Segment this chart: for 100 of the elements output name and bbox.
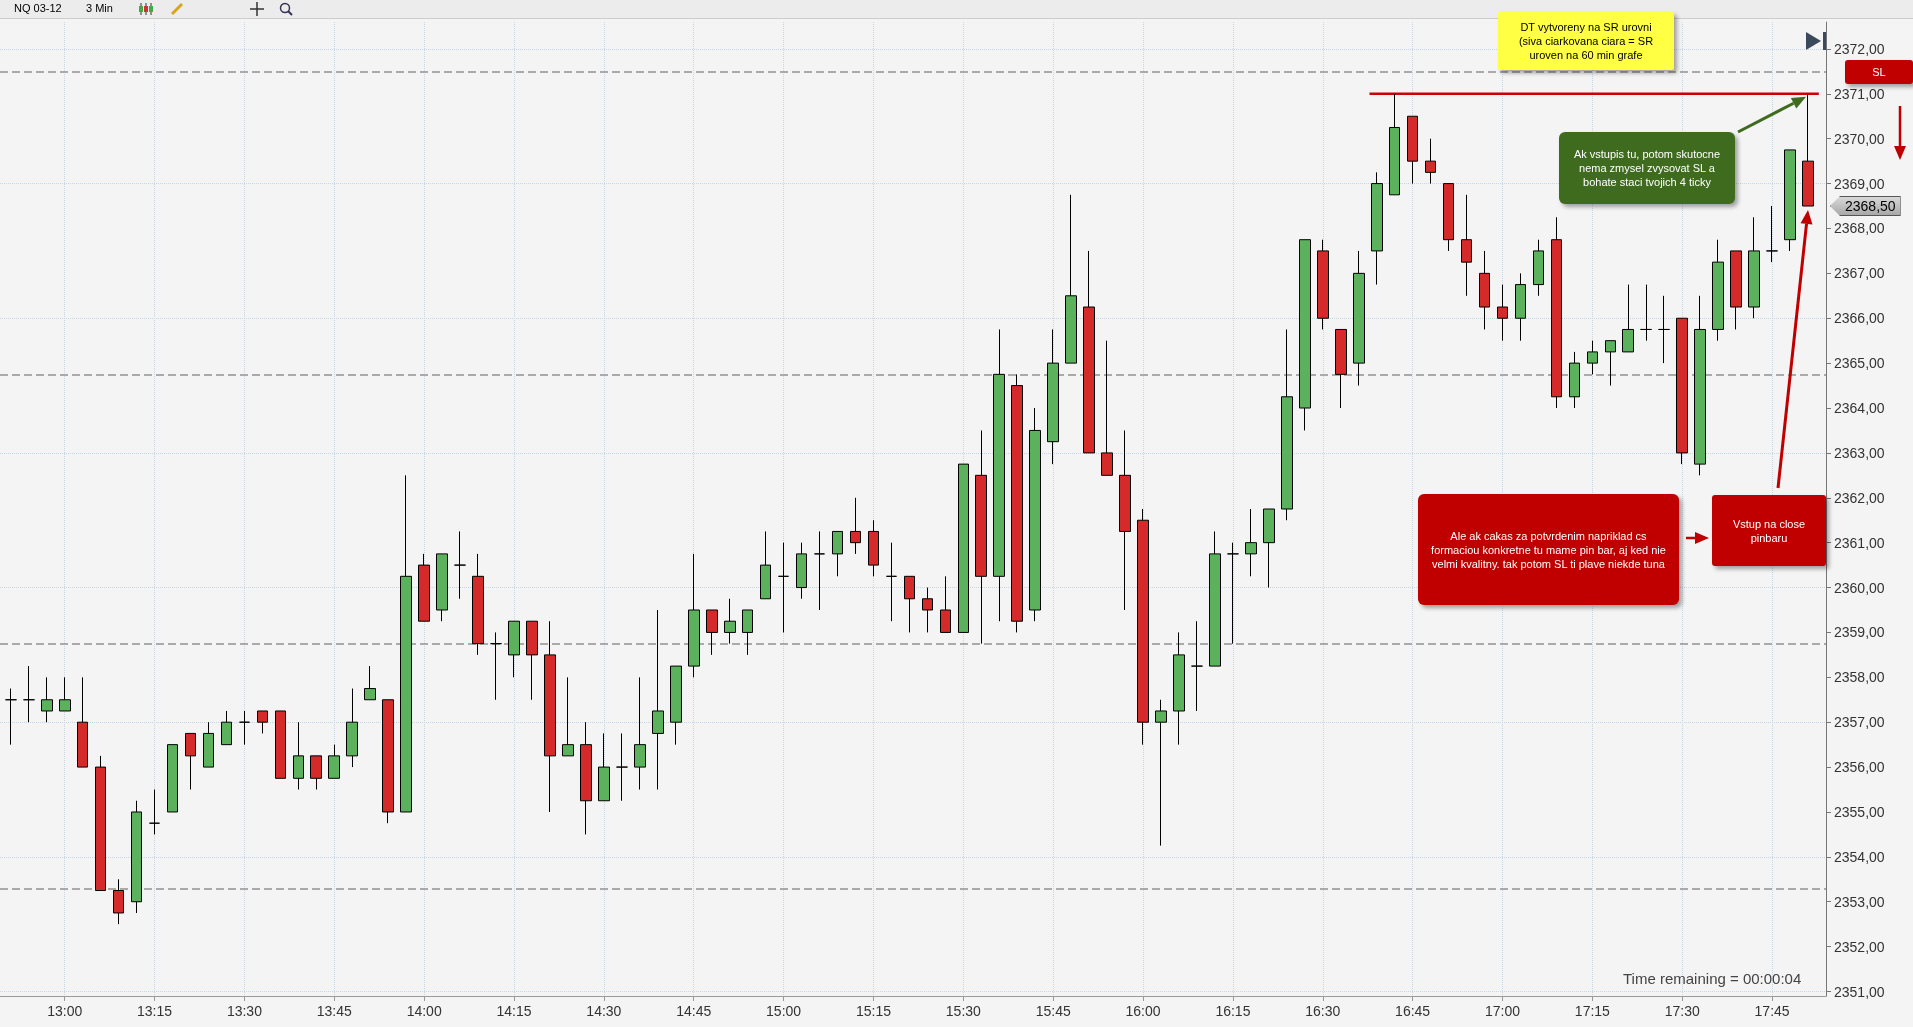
y-tick-label: 2353,00: [1834, 893, 1885, 910]
text: NQ 03-12: [14, 2, 62, 14]
y-tick-label: 2356,00: [1834, 759, 1885, 776]
candlestick: [886, 542, 897, 622]
y-tick-label: 2360,00: [1834, 579, 1885, 596]
candlestick: [1119, 429, 1131, 611]
candlestick: [1299, 239, 1311, 431]
y-tick-label: 2358,00: [1834, 669, 1885, 686]
y-tick-label: 2370,00: [1834, 130, 1885, 147]
y-tick-label: 2361,00: [1834, 534, 1885, 551]
candlestick: [472, 553, 484, 656]
callout-box: Ale ak cakas za potvrdenim napriklad cs formaciou konkretne tu mame pin bar, aj ked nie velmi kvalitny. tak potom SL ti plave niekde tuna: [1418, 494, 1679, 605]
callout-box: Vstup na close pinbaru: [1712, 495, 1826, 566]
x-tick-label: 16:15: [1215, 1003, 1251, 1019]
candlestick: [454, 530, 466, 600]
candlestick: [275, 710, 286, 779]
candlestick: [778, 542, 789, 633]
candlestick: [1605, 340, 1616, 387]
x-tick-label: 17:45: [1754, 1003, 1790, 1019]
candlestick: [490, 631, 502, 701]
candlestick: [1047, 328, 1059, 465]
x-tick-label: 13:45: [316, 1003, 353, 1019]
candlestick: [1766, 205, 1778, 263]
candlestick: [670, 665, 682, 746]
candlestick: [239, 710, 250, 746]
candlestick: [1263, 508, 1275, 589]
candlestick: [1461, 194, 1472, 297]
candlestick: [257, 710, 268, 734]
candlestick: [724, 598, 736, 645]
candlestick: [364, 665, 376, 701]
candlestick: [1371, 171, 1383, 286]
candlestick: [742, 609, 753, 656]
x-tick-label: 13:00: [47, 1003, 83, 1019]
candlestick: [760, 530, 771, 600]
y-tick-label: 2357,00: [1834, 714, 1885, 731]
candlestick: [203, 721, 214, 768]
candlestick: [167, 744, 178, 813]
candlestick: [562, 676, 574, 757]
candlestick: [868, 519, 879, 577]
candlestick: [688, 553, 700, 678]
candlestick: [346, 688, 358, 768]
candlestick: [1209, 530, 1221, 667]
candlestick: [1587, 340, 1598, 375]
x-tick-label: 13:30: [226, 1003, 263, 1019]
candlestick: [1029, 407, 1041, 622]
y-tick-label: 2369,00: [1834, 175, 1885, 192]
y-tick-label: 2352,00: [1834, 938, 1885, 955]
candlestick: [185, 732, 196, 791]
candlestick: [436, 553, 448, 622]
candlestick: [904, 575, 915, 633]
candlestick: [652, 609, 664, 791]
candlestick: [544, 620, 556, 813]
x-tick-label: 16:00: [1125, 1003, 1161, 1019]
candlestick: [1730, 250, 1742, 330]
callout-box: SL: [1845, 60, 1913, 84]
candlestick: [1101, 340, 1113, 476]
x-tick-label: 16:45: [1395, 1003, 1431, 1019]
y-tick-label: 2362,00: [1834, 489, 1885, 506]
candlestick: [1640, 284, 1652, 342]
candlestick: [23, 665, 35, 723]
callout-box: Ak vstupis tu, potom skutocne nema zmysel zvysovat SL a bohate staci tvojich 4 ticky: [1559, 132, 1735, 204]
candlestick: [77, 676, 88, 768]
candlestick: [526, 620, 538, 701]
candlestick: [850, 497, 861, 555]
candlestick: [221, 710, 232, 746]
y-tick-label: 2365,00: [1834, 355, 1885, 372]
y-tick-label: 2359,00: [1834, 624, 1885, 641]
candlestick: [1712, 239, 1724, 342]
x-tick-label: 16:30: [1305, 1003, 1341, 1019]
annotation: Time remaining = 00:00:04: [1623, 970, 1802, 987]
text: 2368,50: [1830, 196, 1901, 217]
candlestick: [418, 553, 430, 622]
x-tick-label: 17:30: [1664, 1003, 1700, 1019]
candlestick: [832, 530, 843, 577]
x-tick-label: 17:00: [1484, 1003, 1521, 1019]
candlestick: [1281, 328, 1293, 521]
candlestick: [975, 429, 987, 645]
candlestick: [1011, 373, 1023, 633]
candlestick: [1317, 239, 1329, 330]
candlestick: [382, 699, 394, 824]
y-tick-label: 2355,00: [1834, 803, 1885, 820]
candlestick: [293, 721, 304, 791]
candlestick: [940, 575, 951, 633]
x-tick-label: 15:45: [1035, 1003, 1071, 1019]
y-tick-label: 2351,00: [1834, 983, 1885, 1000]
candlestick: [1173, 631, 1185, 746]
candlestick: [1389, 93, 1400, 196]
candlestick: [993, 328, 1005, 622]
candlestick: [1083, 250, 1095, 454]
candlestick: [1155, 699, 1167, 847]
candlestick: [1622, 284, 1634, 353]
candlestick: [113, 878, 124, 925]
candlestick: [1245, 508, 1257, 577]
candlestick: [922, 587, 933, 633]
candlestick: [149, 789, 160, 835]
candlestick: [814, 530, 825, 611]
candlestick: [1533, 239, 1544, 297]
candlestick: [1227, 542, 1239, 645]
candlestick: [616, 732, 628, 802]
candlestick: [1802, 93, 1814, 207]
